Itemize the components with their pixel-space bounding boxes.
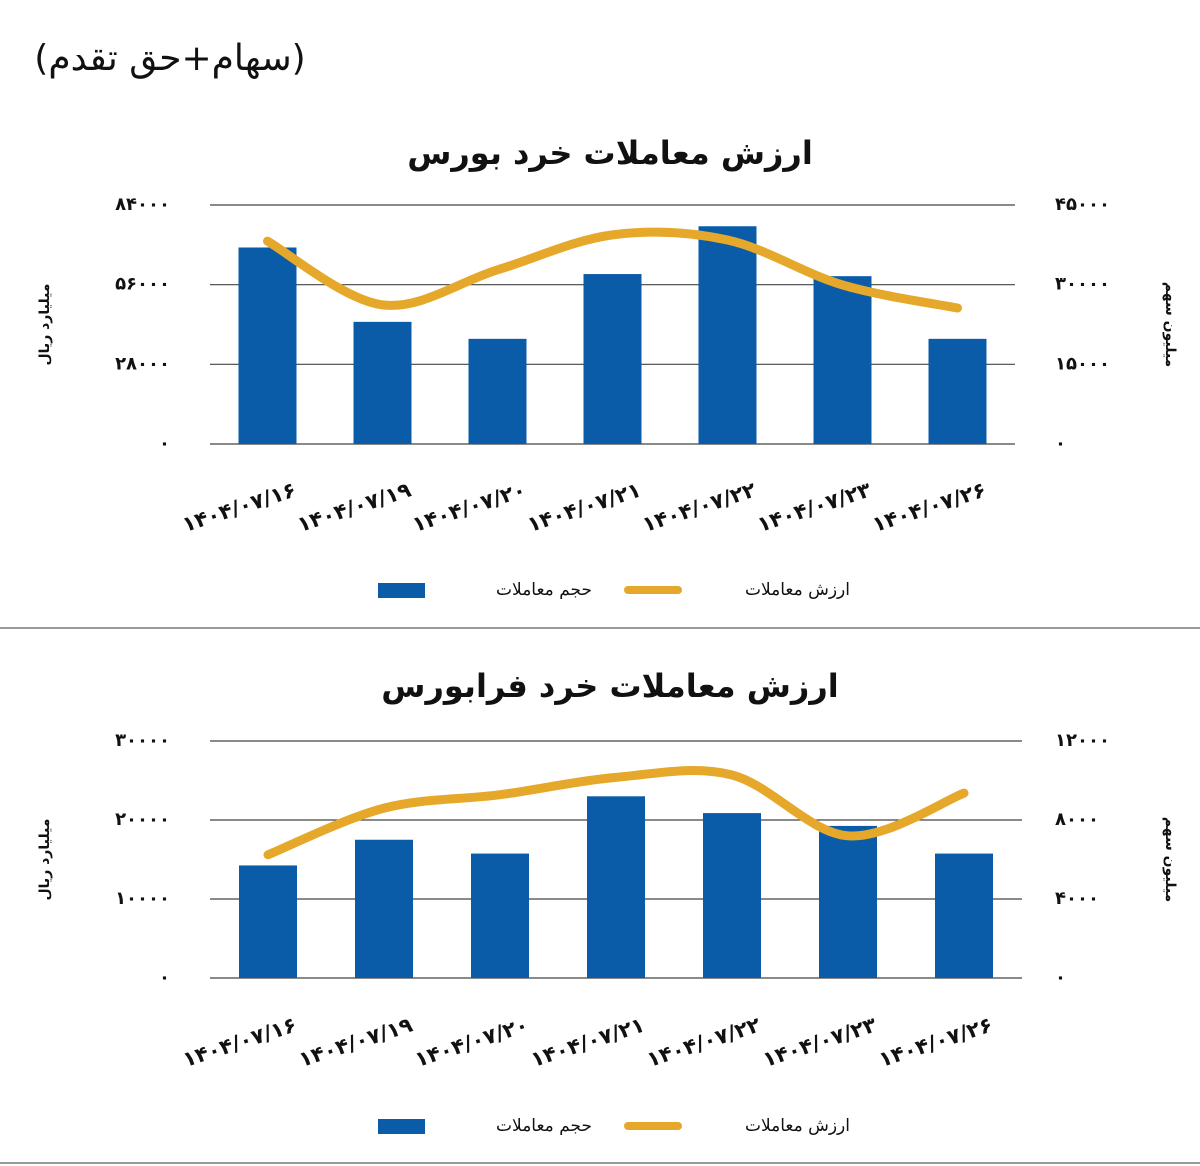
bar xyxy=(935,853,993,978)
bar xyxy=(238,247,297,444)
y-tick-label: ۱۰۰۰۰ xyxy=(115,888,170,909)
bar xyxy=(928,338,987,444)
y-tick-label: ۲۸۰۰۰ xyxy=(115,353,170,374)
legend-swatch xyxy=(378,583,425,598)
x-tick-label: ۱۴۰۴/۰۷/۲۰ xyxy=(409,478,529,537)
y-tick-label: ۲۰۰۰۰ xyxy=(115,809,170,830)
y-axis-label: میلیارد ریال xyxy=(37,819,53,901)
x-tick-label: ۱۴۰۴/۰۷/۲۳ xyxy=(760,1013,880,1072)
legend-swatch xyxy=(378,1119,425,1134)
bar xyxy=(819,825,877,978)
bar xyxy=(353,321,412,444)
x-tick-label: ۱۴۰۴/۰۷/۱۶ xyxy=(179,478,299,537)
x-tick-label: ۱۴۰۴/۰۷/۱۹ xyxy=(294,478,414,537)
x-tick-label: ۱۴۰۴/۰۷/۲۲ xyxy=(639,478,759,537)
line xyxy=(263,227,962,313)
y-axis-label: میلیارد ریال xyxy=(37,284,53,366)
x-tick-label: ۱۴۰۴/۰۷/۲۱ xyxy=(528,1013,648,1072)
y-tick-label: ۸۴۰۰۰ xyxy=(115,194,170,215)
x-tick-label: ۱۴۰۴/۰۷/۲۲ xyxy=(644,1013,764,1072)
y-tick-label: ۳۰۰۰۰ xyxy=(115,730,170,751)
page-header: (سهام+حق تقدم) xyxy=(34,38,305,79)
x-tick-label: ۱۴۰۴/۰۷/۱۶ xyxy=(180,1013,300,1072)
y-tick-label: ۰ xyxy=(159,433,170,454)
y2-tick-label: ۱۲۰۰۰ xyxy=(1055,730,1110,751)
bar xyxy=(813,276,872,444)
y-tick-label: ۵۶۰۰۰ xyxy=(115,274,170,295)
bar xyxy=(468,338,527,444)
bar xyxy=(355,839,413,978)
y2-axis-label: میلیون سهم xyxy=(1162,817,1178,902)
chart-title: ارزش معاملات خرد فرابورس xyxy=(381,667,838,705)
y2-tick-label: ۴۰۰۰ xyxy=(1055,888,1099,909)
x-tick-label: ۱۴۰۴/۰۷/۲۳ xyxy=(754,478,874,537)
y2-tick-label: ۱۵۰۰۰ xyxy=(1055,353,1110,374)
legend-label: ارزش معاملات xyxy=(745,580,850,600)
line xyxy=(263,766,969,860)
bar xyxy=(239,865,297,978)
y2-axis-label: میلیون سهم xyxy=(1162,282,1178,367)
bar xyxy=(703,813,761,978)
chart-title: ارزش معاملات خرد بورس xyxy=(407,134,813,172)
y2-tick-label: ۸۰۰۰ xyxy=(1055,809,1099,830)
legend-label: حجم معاملات xyxy=(496,580,592,600)
x-tick-label: ۱۴۰۴/۰۷/۲۶ xyxy=(869,478,989,537)
x-tick-label: ۱۴۰۴/۰۷/۲۶ xyxy=(876,1013,996,1072)
bar xyxy=(583,274,642,444)
y-tick-label: ۰ xyxy=(159,967,170,988)
bar xyxy=(471,853,529,978)
y2-tick-label: ۴۵۰۰۰ xyxy=(1055,194,1110,215)
y2-tick-label: ۰ xyxy=(1055,967,1066,988)
x-tick-label: ۱۴۰۴/۰۷/۲۰ xyxy=(412,1013,532,1072)
legend-label: ارزش معاملات xyxy=(745,1116,850,1136)
x-tick-label: ۱۴۰۴/۰۷/۱۹ xyxy=(296,1013,416,1072)
bar xyxy=(587,796,645,978)
bar xyxy=(698,226,757,444)
y2-tick-label: ۰ xyxy=(1055,433,1066,454)
legend-label: حجم معاملات xyxy=(496,1116,592,1136)
y2-tick-label: ۳۰۰۰۰ xyxy=(1055,274,1110,295)
x-tick-label: ۱۴۰۴/۰۷/۲۱ xyxy=(524,478,644,537)
